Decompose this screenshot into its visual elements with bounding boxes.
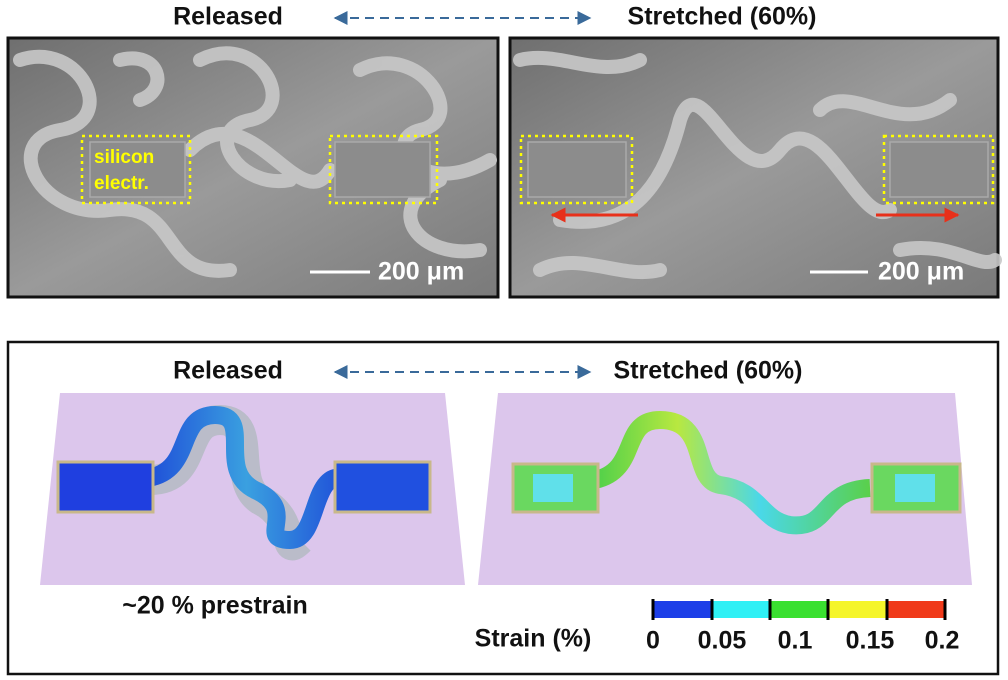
colorbar-tick-label: 0.15 bbox=[846, 627, 895, 655]
panel-frame bbox=[6, 340, 1000, 676]
colorbar-title: Strain (%) bbox=[475, 625, 592, 653]
simulation bbox=[478, 393, 972, 585]
header: Stretched (60%) bbox=[614, 357, 803, 385]
colorbar-ticks: 0 0.05 0.1 0.15 0.2 bbox=[646, 627, 959, 655]
simulation bbox=[40, 393, 465, 585]
header: Released bbox=[173, 3, 283, 31]
header: Stretched (60%) bbox=[628, 3, 817, 31]
colorbar bbox=[651, 599, 947, 620]
colorbar-tick-label: 0.05 bbox=[698, 627, 747, 655]
header: Released bbox=[173, 357, 283, 385]
region-label: electr. bbox=[94, 173, 149, 194]
scale-bar: 200 μm bbox=[378, 258, 464, 286]
colorbar-tick-label: 0.2 bbox=[925, 627, 960, 655]
colorbar-tick-label: 0.1 bbox=[778, 627, 813, 655]
scale-bar: 200 μm bbox=[878, 258, 964, 286]
sem-image: 200 μm bbox=[508, 36, 1002, 299]
colorbar-tick-label: 0 bbox=[646, 627, 660, 655]
sem-image: silicon electr. 200 μm bbox=[6, 36, 500, 299]
region-label: silicon bbox=[94, 147, 154, 168]
note: ~20 % prestrain bbox=[122, 592, 308, 620]
